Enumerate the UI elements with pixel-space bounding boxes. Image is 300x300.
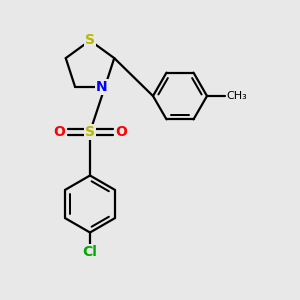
Text: Cl: Cl (82, 245, 98, 259)
Text: S: S (85, 34, 95, 47)
Text: O: O (53, 125, 65, 139)
Text: O: O (115, 125, 127, 139)
Text: CH₃: CH₃ (226, 91, 247, 101)
Text: N: N (96, 80, 108, 94)
Text: S: S (85, 125, 95, 139)
